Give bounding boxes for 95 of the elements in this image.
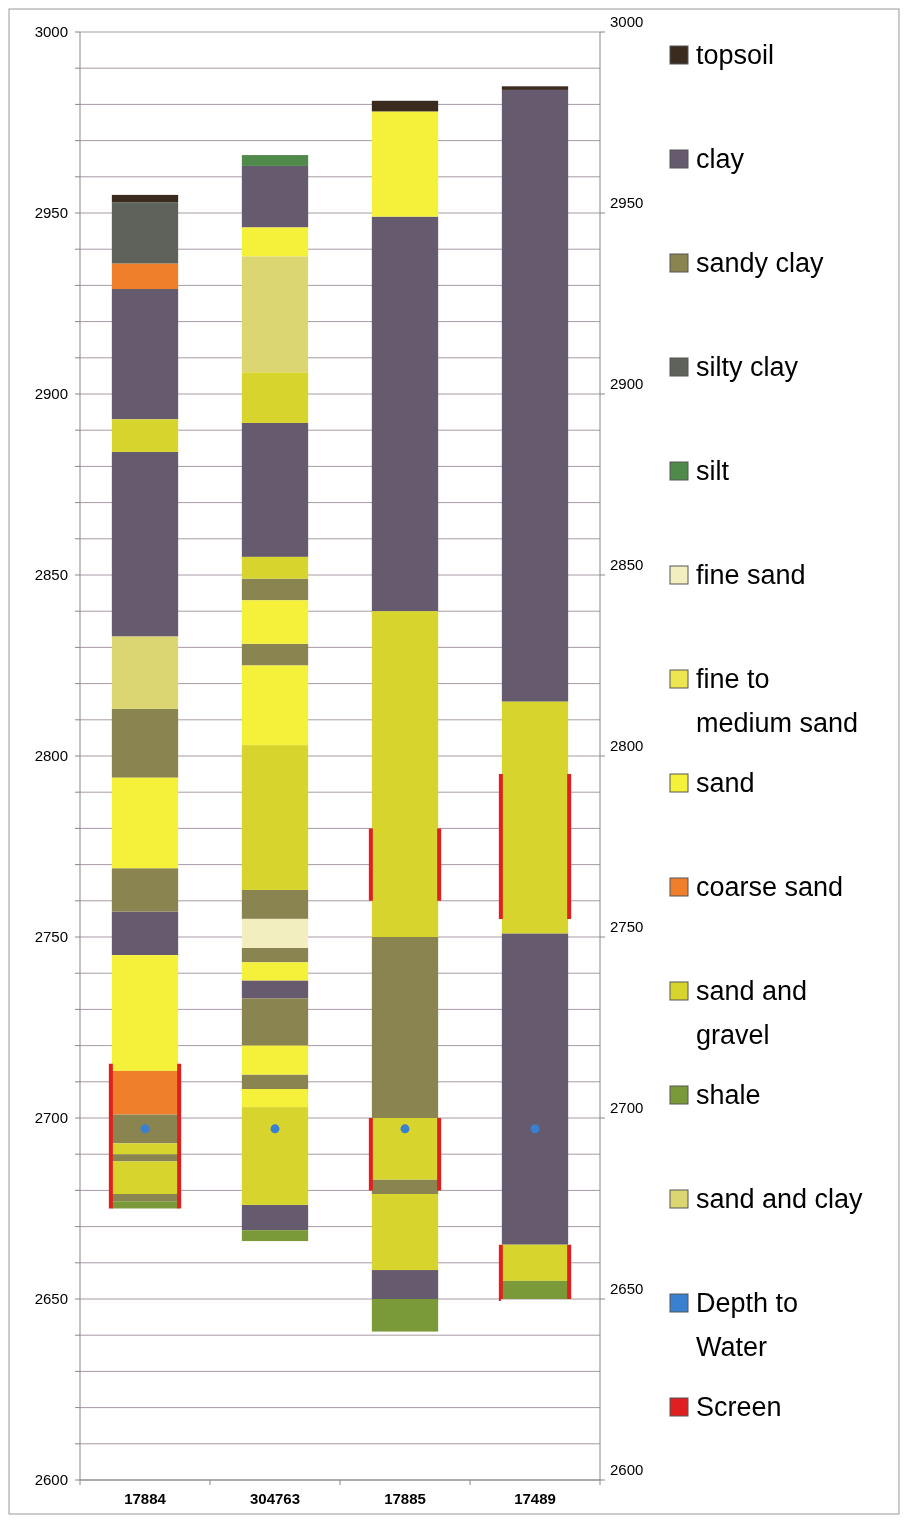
y2-tick-label: 2900: [610, 375, 644, 393]
bar: [111, 289, 179, 420]
y2-tick-label: 2850: [610, 556, 644, 574]
bar: [111, 1154, 179, 1162]
legend-label: silt: [696, 456, 730, 487]
bar: [111, 202, 179, 264]
y-tick-label: 2850: [34, 566, 68, 584]
bar: [241, 1089, 309, 1108]
bar: [111, 1070, 179, 1115]
bar: [241, 600, 309, 644]
bar: [241, 1074, 309, 1090]
bar: [111, 194, 179, 203]
y-tick-label: 2600: [34, 1471, 68, 1489]
y2-tick-label: 3000: [610, 13, 644, 31]
y2-tick-label: 2750: [610, 918, 644, 936]
y-tick-label: 2700: [34, 1109, 68, 1127]
bar: [501, 89, 569, 702]
x-tick-label: 17489: [514, 1490, 556, 1507]
legend-label: sandy clay: [696, 248, 825, 279]
bar: [241, 155, 309, 166]
y2-tick-label: 2650: [610, 1280, 644, 1298]
bar: [241, 889, 309, 919]
legend-label: shale: [696, 1080, 761, 1111]
legend-label: silty clay: [696, 352, 799, 383]
bar: [111, 1194, 179, 1202]
y-tick-label: 2650: [34, 1290, 68, 1308]
bar: [241, 1204, 309, 1231]
bar: [241, 422, 309, 557]
bar: [111, 1143, 179, 1155]
bar: [241, 227, 309, 257]
bar: [241, 372, 309, 423]
bar: [241, 643, 309, 666]
bar: [241, 1045, 309, 1075]
bar: [371, 937, 439, 1118]
legend-label: Depth to Water: [696, 1288, 799, 1362]
bar: [241, 745, 309, 890]
y2-tick-label: 2700: [610, 1099, 644, 1117]
y-tick-label: 2900: [34, 385, 68, 403]
y-tick-label: 2800: [34, 747, 68, 765]
bar: [241, 980, 309, 999]
bar: [371, 100, 439, 112]
bar: [501, 701, 569, 934]
legend-label: fine to medium sand: [696, 664, 859, 738]
bar: [241, 165, 309, 228]
bar: [501, 933, 569, 1245]
bar: [371, 1194, 439, 1271]
bar: [111, 1114, 179, 1144]
bar: [241, 998, 309, 1046]
bar: [241, 578, 309, 601]
bar: [241, 556, 309, 579]
bar: [111, 911, 179, 956]
bar: [501, 1280, 569, 1299]
legend-label: topsoil: [696, 40, 775, 71]
bar: [111, 777, 179, 869]
bar: [501, 1244, 569, 1281]
bar: [371, 1270, 439, 1299]
bar: [371, 1179, 439, 1195]
bar: [241, 918, 309, 948]
bar: [241, 1107, 309, 1205]
bar: [111, 451, 179, 637]
legend-label: sand: [696, 768, 755, 799]
legend-label: fine sand: [696, 560, 806, 591]
y2-tick-label: 2800: [610, 737, 644, 755]
x-tick-label: 304763: [249, 1490, 301, 1507]
bar: [111, 636, 179, 709]
legend-label: Screen: [696, 1392, 782, 1423]
bar: [111, 708, 179, 778]
bar: [371, 1118, 439, 1180]
bar: [371, 1299, 439, 1332]
x-tick-label: 17885: [384, 1490, 426, 1507]
bar: [241, 962, 309, 981]
bar: [111, 263, 179, 290]
y2-tick-label: 2950: [610, 194, 644, 212]
bar: [241, 665, 309, 746]
legend-label: sand and clay: [696, 1184, 864, 1215]
legend-label: sand and gravel: [696, 976, 808, 1050]
legend-label: clay: [696, 144, 745, 175]
bar: [371, 111, 439, 217]
bar: [111, 1161, 179, 1195]
bar: [241, 947, 309, 963]
bar: [501, 86, 569, 90]
bar: [111, 868, 179, 912]
y-tick-label: 2950: [34, 204, 68, 222]
legend-label: coarse sand: [696, 872, 844, 903]
bar: [241, 256, 309, 373]
bar: [371, 216, 439, 612]
bar: [371, 611, 439, 937]
y-tick-label: 2750: [34, 928, 68, 946]
x-tick-label: 17884: [124, 1490, 167, 1507]
y2-tick-label: 2600: [610, 1461, 644, 1479]
y-tick-label: 3000: [34, 23, 68, 41]
bar: [111, 1201, 179, 1209]
bar: [111, 955, 179, 1071]
bar: [241, 1230, 309, 1242]
bar: [111, 419, 179, 452]
